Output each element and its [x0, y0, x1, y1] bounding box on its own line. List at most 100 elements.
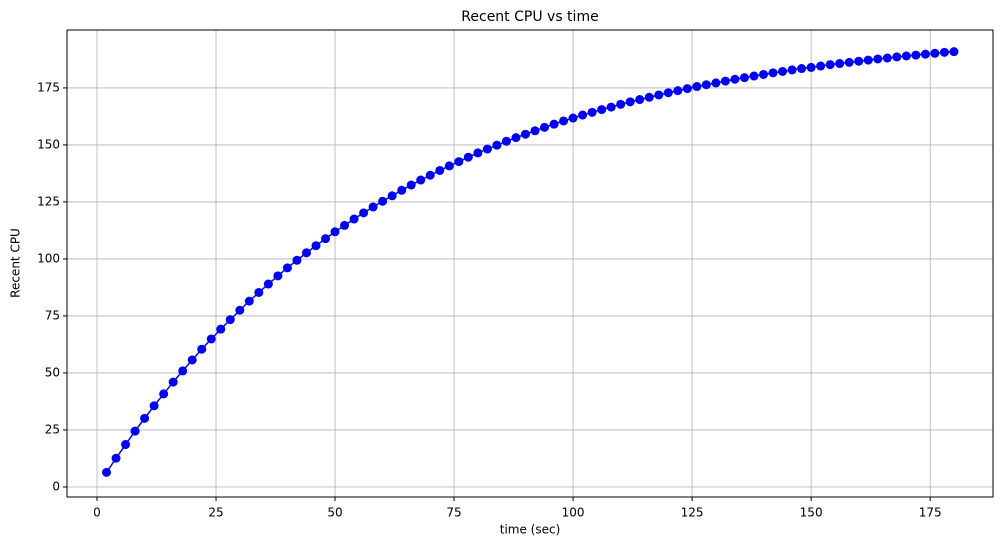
- point: [159, 389, 169, 399]
- point: [730, 74, 740, 84]
- point: [111, 453, 121, 463]
- point: [501, 136, 511, 146]
- x-tick-label: 75: [446, 506, 461, 520]
- point: [720, 76, 730, 86]
- point: [359, 208, 369, 218]
- point: [282, 263, 292, 273]
- point: [206, 334, 216, 344]
- point: [140, 413, 150, 423]
- point: [739, 73, 749, 83]
- point: [863, 55, 873, 65]
- y-tick-label: 175: [37, 80, 60, 94]
- point: [463, 152, 473, 162]
- point: [939, 47, 949, 57]
- point: [835, 59, 845, 69]
- point: [530, 126, 540, 136]
- point: [654, 90, 664, 100]
- point: [149, 401, 159, 411]
- point: [473, 148, 483, 158]
- x-tick-label: 175: [919, 506, 942, 520]
- point: [511, 133, 521, 143]
- point: [292, 255, 302, 265]
- point: [635, 95, 645, 105]
- point: [749, 71, 759, 81]
- point: [549, 119, 559, 129]
- point: [616, 99, 626, 109]
- x-tick-label: 0: [93, 506, 101, 520]
- point: [587, 107, 597, 117]
- point: [244, 296, 254, 306]
- point: [520, 129, 530, 139]
- point: [254, 287, 264, 297]
- point: [578, 110, 588, 120]
- point: [168, 377, 178, 387]
- x-tick-label: 50: [327, 506, 342, 520]
- x-tick-label: 100: [562, 506, 585, 520]
- point: [235, 305, 245, 315]
- point: [873, 54, 883, 64]
- point: [759, 69, 769, 79]
- point: [482, 144, 492, 154]
- point: [330, 227, 340, 237]
- point: [301, 248, 311, 258]
- point: [121, 440, 131, 450]
- point: [406, 180, 416, 190]
- series-line: [105, 50, 955, 473]
- y-tick-label: 25: [45, 422, 60, 436]
- point: [387, 191, 397, 201]
- point: [216, 324, 226, 334]
- point: [225, 315, 235, 325]
- point: [492, 140, 502, 150]
- point: [692, 82, 702, 92]
- point: [625, 97, 635, 107]
- point: [825, 60, 835, 70]
- point: [397, 185, 407, 195]
- point: [901, 51, 911, 61]
- x-tick-label: 125: [681, 506, 704, 520]
- point: [568, 113, 578, 123]
- y-tick-label: 150: [37, 137, 60, 151]
- y-tick-label: 0: [52, 479, 60, 493]
- point: [102, 467, 112, 477]
- point: [882, 53, 892, 63]
- point: [911, 50, 921, 60]
- point: [949, 47, 959, 57]
- point: [701, 80, 711, 90]
- y-axis-label: Recent CPU: [9, 228, 23, 298]
- point: [178, 366, 188, 376]
- point: [416, 175, 426, 185]
- point: [197, 344, 207, 354]
- x-tick-label: 25: [208, 506, 223, 520]
- point: [425, 170, 435, 180]
- point: [644, 92, 654, 102]
- point: [378, 196, 388, 206]
- point: [673, 86, 683, 96]
- plot-frame: [66, 29, 994, 498]
- point: [187, 355, 197, 365]
- point: [273, 271, 283, 281]
- point: [778, 67, 788, 77]
- point: [435, 165, 445, 175]
- point: [444, 161, 454, 171]
- chart-title: Recent CPU vs time: [461, 9, 598, 25]
- point: [816, 61, 826, 71]
- point: [768, 68, 778, 78]
- point: [340, 220, 350, 230]
- point: [663, 88, 673, 98]
- point: [797, 64, 807, 74]
- y-tick-label: 100: [37, 251, 60, 265]
- point: [844, 57, 854, 67]
- point: [711, 78, 721, 88]
- point: [321, 234, 331, 244]
- point: [806, 62, 816, 72]
- point: [368, 202, 378, 212]
- x-axis-label: time (sec): [500, 523, 561, 537]
- point: [606, 102, 616, 112]
- x-tick-label: 150: [800, 506, 823, 520]
- point: [787, 65, 797, 75]
- y-tick-label: 75: [45, 308, 60, 322]
- point: [540, 122, 550, 132]
- point: [920, 49, 930, 59]
- point: [597, 105, 607, 115]
